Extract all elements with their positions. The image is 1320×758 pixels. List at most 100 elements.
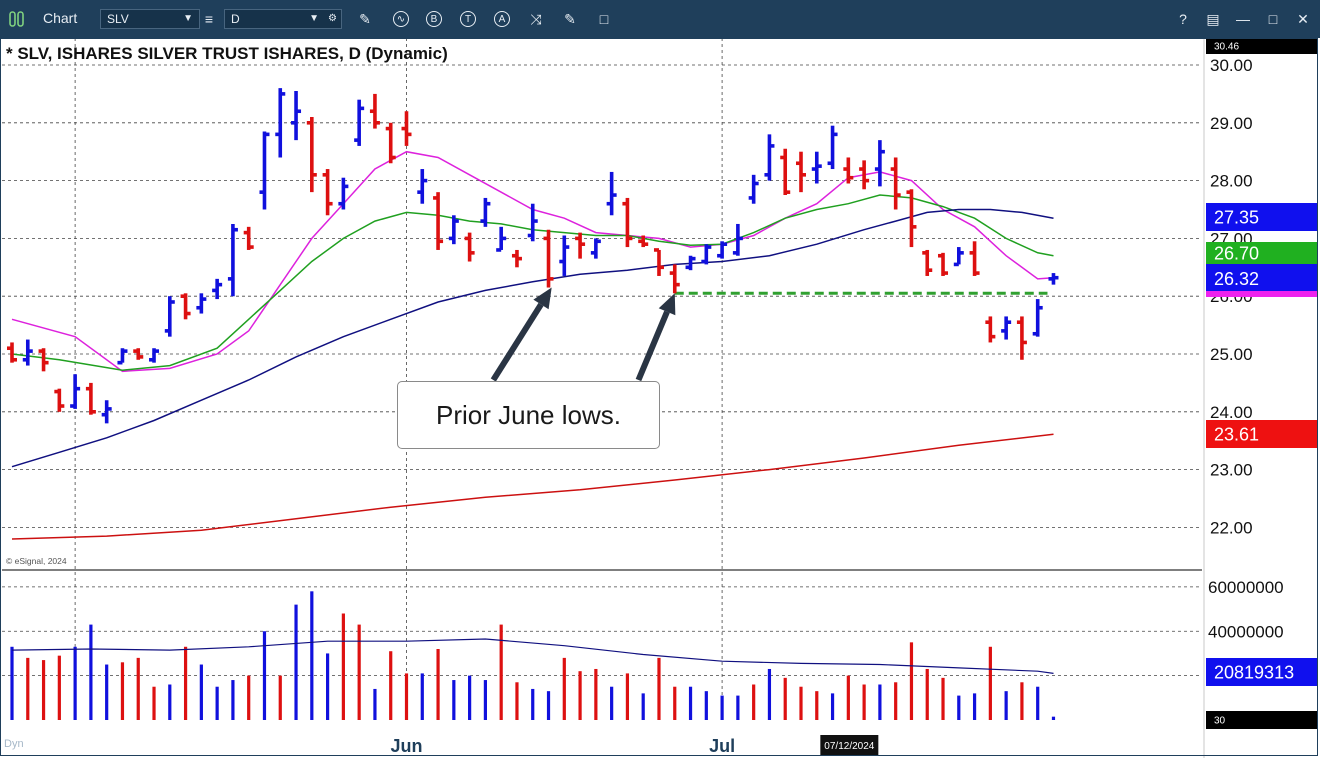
annotation-arrows — [490, 287, 676, 382]
ohlc-bar — [354, 99, 365, 146]
ohlc-bar — [417, 169, 428, 204]
price-value-label-text: 26.32 — [1214, 269, 1259, 289]
volume-bar — [199, 664, 203, 720]
x-tick-label: Jun — [390, 736, 422, 756]
ohlc-bar — [306, 117, 317, 193]
volume-bar — [168, 684, 172, 720]
ohlc-bar — [575, 232, 586, 259]
volume-bar — [404, 673, 409, 720]
volume-bottom-label-bg — [1206, 711, 1318, 729]
price-tick-label: 28.00 — [1210, 172, 1253, 191]
ma50-value-label: 27.35 — [1206, 203, 1318, 231]
chart-svg[interactable]: 22.0023.0024.0025.0026.0027.0028.0029.00… — [0, 38, 1320, 758]
volume-bar — [41, 660, 46, 720]
t-circle-icon[interactable]: T — [457, 8, 479, 30]
volume-bar — [562, 657, 566, 720]
volume-bar — [310, 591, 314, 720]
menu-lines-icon[interactable]: ≡ — [204, 11, 214, 27]
ohlc-bar — [133, 348, 144, 360]
close-icon[interactable]: ✕ — [1297, 10, 1309, 27]
ohlc-bar — [938, 252, 949, 276]
ma50-value-label-text: 27.35 — [1214, 207, 1259, 227]
annotation-text: Prior June lows. — [436, 399, 621, 430]
ohlc-bar — [969, 241, 980, 276]
volume-bar — [830, 693, 835, 720]
volume-value-label: 20819313 — [1206, 658, 1318, 686]
ohlc-bar — [811, 151, 822, 184]
volume-tick-label: 40000000 — [1208, 622, 1284, 641]
ma-line-200 — [11, 433, 1054, 540]
price-tick-label: 25.00 — [1210, 345, 1253, 364]
ohlc-bar — [227, 223, 238, 297]
ohlc-bar — [22, 339, 33, 366]
volume-bar — [531, 688, 535, 720]
ma200-value-label-bg — [1206, 420, 1318, 448]
ohlc-bar — [149, 348, 160, 363]
volume-axis: 40000000 60000000 — [1208, 578, 1284, 641]
volume-bar — [815, 691, 819, 720]
ma-line-50 — [11, 208, 1054, 468]
volume-bar — [972, 693, 977, 720]
ohlc-bar — [291, 91, 302, 141]
symbol-select[interactable]: SLV ▼ — [100, 9, 200, 29]
ohlc-bar — [669, 264, 680, 294]
top-value-label-bg — [1206, 38, 1318, 54]
interval-select[interactable]: D ▼ ⚙ — [224, 9, 342, 29]
volume-value-label-text: 20819313 — [1214, 662, 1294, 682]
top-value-label-text: 30.46 — [1214, 42, 1239, 53]
volume-bar — [878, 684, 882, 720]
volume-bar — [957, 695, 961, 720]
volume-bar — [657, 657, 661, 720]
volume-bar — [752, 684, 756, 720]
arrow-head — [533, 287, 552, 310]
ohlc-bar — [780, 148, 791, 196]
volume-average-line — [11, 638, 1054, 674]
ohlc-bar — [180, 293, 191, 320]
ohlc-bar — [922, 249, 933, 276]
volume-bar — [326, 653, 330, 720]
volume-bar — [767, 668, 772, 720]
ohlc-bar — [953, 247, 964, 267]
ohlc-bar — [85, 382, 96, 415]
volume-bar — [799, 686, 803, 720]
volume-bar — [420, 673, 424, 720]
comment-icon[interactable]: □ — [599, 11, 609, 27]
volume-bar — [941, 677, 945, 720]
ohlc-bar — [338, 177, 349, 210]
chart-labels: Jun Jul * SLV, ISHARES SILVER TRUST ISHARE… — [6, 38, 1318, 756]
volume-bar — [278, 675, 282, 720]
date-marker-text: 07/12/2024 — [824, 741, 874, 752]
minimize-icon[interactable]: — — [1236, 11, 1250, 27]
help-icon[interactable]: ? — [1179, 11, 1187, 27]
ohlc-bar — [54, 388, 65, 412]
layout-icon[interactable]: ▤ — [1206, 10, 1220, 27]
volume-bar — [1020, 682, 1024, 720]
arrow-shaft — [490, 302, 544, 382]
wave-icon[interactable]: ∿ — [390, 8, 412, 30]
volume-bar — [183, 646, 188, 720]
volume-bottom-label-text: 30 — [1214, 716, 1226, 727]
volume-bar — [925, 668, 929, 720]
a-circle-icon[interactable]: A — [491, 8, 513, 30]
volume-value-label-bg — [1206, 658, 1318, 686]
ohlc-bar — [985, 316, 996, 343]
fork-icon[interactable]: ⤨ — [530, 10, 542, 27]
volume-bar — [231, 680, 235, 720]
ohlc-bar — [859, 160, 870, 190]
volume-bar — [720, 695, 724, 720]
volume-bar — [452, 680, 456, 720]
settings-icon[interactable]: ⚙ — [328, 13, 337, 24]
volume-bar — [1036, 686, 1040, 720]
maximize-icon[interactable]: □ — [1268, 11, 1278, 27]
volume-bar — [783, 677, 787, 720]
ohlc-bar — [590, 238, 601, 259]
ma20-value-label-text: 26.70 — [1214, 243, 1259, 263]
pencil-icon[interactable]: ✎ — [359, 10, 371, 27]
volume-bar — [389, 651, 393, 720]
ma200-value-label: 23.61 — [1206, 420, 1318, 448]
b-circle-icon[interactable]: B — [423, 8, 445, 30]
ohlc-bar — [874, 140, 885, 187]
edit-icon[interactable]: ✎ — [564, 10, 576, 27]
volume-bar — [515, 682, 519, 720]
volume-bar — [704, 691, 708, 720]
